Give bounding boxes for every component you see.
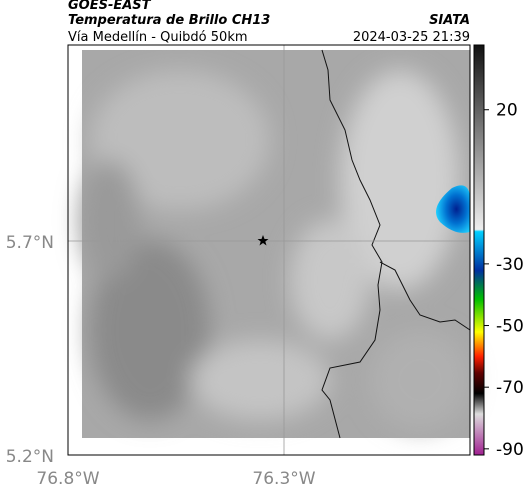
colorbar-tick-label: 20 <box>496 101 518 121</box>
imagery <box>67 44 471 456</box>
region-label: Vía Medellín - Quibdó 50km <box>68 30 248 45</box>
product-title: Temperatura de Brillo CH13 <box>68 13 270 28</box>
colorbar-tick-label: -70 <box>496 378 524 398</box>
lon-label: 76.3°W <box>252 469 315 489</box>
source-title: GOES-EAST <box>68 0 152 13</box>
colorbar-tick-label: -50 <box>496 317 524 337</box>
datetime-label: 2024-03-25 21:39 <box>353 30 470 45</box>
lat-label: 5.2°N <box>6 447 54 467</box>
colorbar-tick-label: -30 <box>496 255 524 275</box>
colorbar-tick-label: -90 <box>496 440 524 460</box>
header: GOES-EAST Temperatura de Brillo CH13 Vía… <box>68 0 470 45</box>
map-axes: 5.7°N 5.2°N 76.8°W 76.3°W <box>6 233 316 489</box>
brand-label: SIATA <box>429 13 470 28</box>
colorbar: 20 -30 -50 -70 -90 <box>473 44 524 460</box>
lon-label: 76.8°W <box>36 469 99 489</box>
lat-label: 5.7°N <box>6 233 54 253</box>
